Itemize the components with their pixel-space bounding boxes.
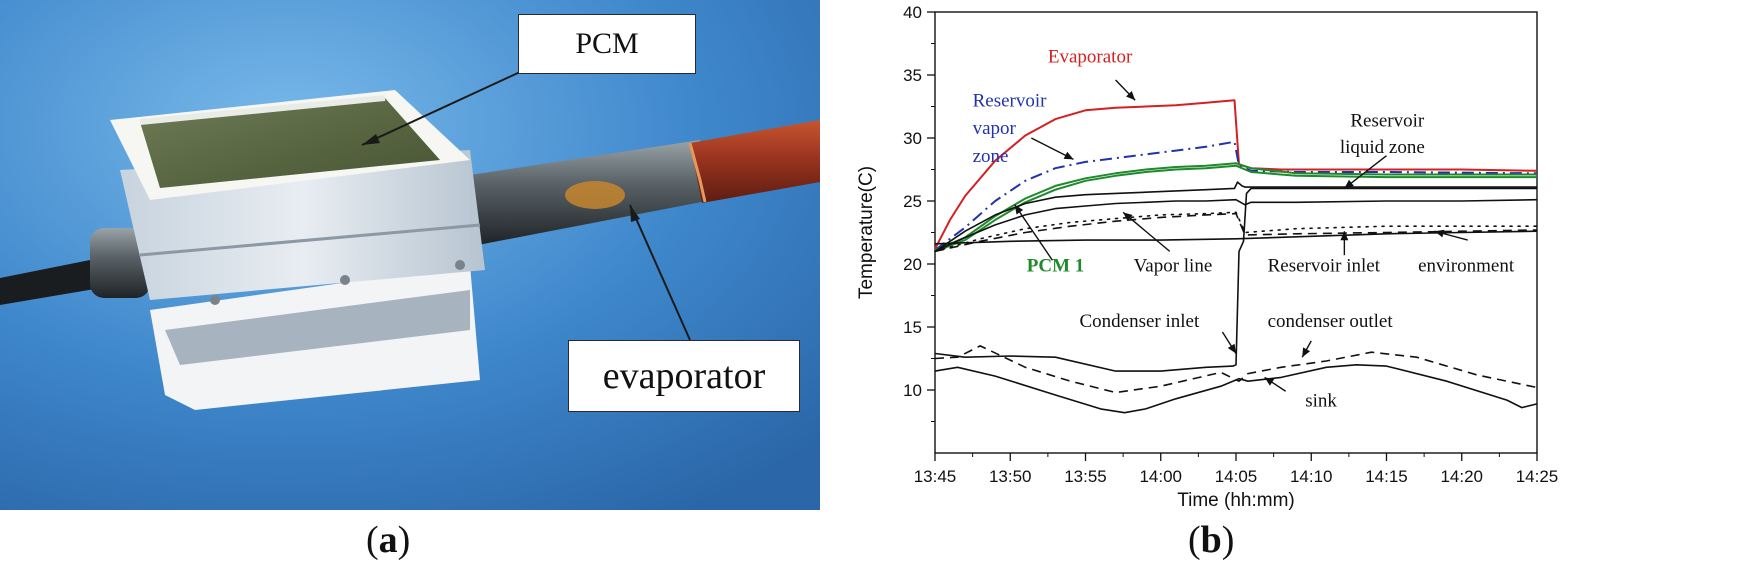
x-axis-title: Time (hh:mm) — [1177, 490, 1295, 510]
annotation-evaporator: Evaporator — [1048, 46, 1133, 67]
y-tick-label: 10 — [903, 381, 922, 400]
series-line — [934, 187, 1537, 372]
y-axis-title: Temperature(C) — [856, 166, 877, 299]
annotation-arrowhead — [1123, 212, 1133, 222]
evaporator-callout-arrow — [629, 204, 691, 341]
annotation-vapor-line: Vapor line — [1134, 256, 1213, 277]
annotation-res-vapor-1: Reservoir — [973, 91, 1048, 112]
series-line — [934, 99, 1538, 250]
x-tick-label: 14:25 — [1516, 467, 1559, 486]
annotation-arrowhead — [1434, 229, 1445, 238]
annotation-res-liquid-1: Reservoir — [1350, 111, 1425, 132]
annotation-arrow — [1014, 204, 1053, 261]
x-tick-label: 13:45 — [914, 467, 957, 486]
x-tick-label: 14:20 — [1440, 467, 1483, 486]
pcm-callout-arrow — [361, 71, 521, 146]
series-line — [934, 345, 1538, 394]
pcm-surface — [140, 98, 440, 188]
annotation-arrowhead — [1344, 179, 1354, 189]
annotation-arrowhead — [1014, 204, 1024, 215]
annotation-sink: sink — [1305, 390, 1337, 411]
x-tick-label: 14:00 — [1139, 467, 1182, 486]
annotation-arrowhead — [1227, 343, 1236, 354]
left-fitting — [90, 228, 150, 298]
copper-tube — [690, 120, 820, 203]
series-line — [934, 164, 1537, 253]
x-tick-label: 13:55 — [1064, 467, 1107, 486]
pcm-callout-label: PCM — [518, 14, 696, 74]
chart-annotations-group: Evaporator Reservoir vapor zone Reservoir liq… — [973, 46, 1515, 411]
x-tick-label: 14:10 — [1290, 467, 1333, 486]
chart-series-group — [934, 99, 1538, 414]
series-line — [934, 363, 1538, 414]
series-line — [934, 230, 1538, 245]
chart-axes: 13:45 13:50 13:55 14:00 14:05 14:10 14:15 14:20… — [903, 3, 1558, 486]
annotation-condenser-outlet: condenser outlet — [1268, 311, 1394, 332]
y-tick-label: 25 — [903, 192, 922, 211]
annotation-res-liquid-2: liquid zone — [1340, 137, 1425, 158]
series-line — [934, 211, 1538, 253]
annotation-arrowhead — [1063, 151, 1074, 160]
annotation-res-vapor-2: vapor — [973, 118, 1017, 139]
annotation-environment: environment — [1418, 256, 1515, 277]
series-line — [934, 212, 1538, 253]
annotation-arrow — [1122, 211, 1171, 252]
y-tick-label: 30 — [903, 129, 922, 148]
evaporator-photo — [0, 0, 820, 510]
y-tick-label: 20 — [903, 255, 922, 274]
x-tick-label: 13:50 — [989, 467, 1032, 486]
annotation-arrowhead — [1302, 347, 1311, 358]
chart-arrows-group — [1014, 79, 1468, 392]
photo-panel: PCM evaporator — [0, 0, 820, 510]
annotation-reservoir-inlet: Reservoir inlet — [1268, 256, 1381, 277]
annotation-res-vapor-3: zone — [973, 146, 1009, 167]
evaporator-callout-label: evaporator — [568, 340, 800, 412]
series-line — [934, 181, 1537, 253]
panel-label-b: (b) — [1188, 519, 1235, 561]
panel-label-a: (a) — [366, 519, 411, 561]
annotation-pcm1: PCM 1 — [1027, 256, 1085, 277]
series-line — [934, 162, 1537, 252]
temperature-chart: 13:45 13:50 13:55 14:00 14:05 14:10 14:15 14:20… — [856, 3, 1558, 510]
y-tick-label: 40 — [903, 3, 922, 22]
x-tick-label: 14:05 — [1215, 467, 1258, 486]
y-tick-label: 15 — [903, 318, 922, 337]
y-tick-label: 35 — [903, 66, 922, 85]
annotation-arrowhead — [1264, 377, 1275, 386]
annotation-arrowhead — [1126, 90, 1136, 101]
x-tick-label: 14:15 — [1365, 467, 1408, 486]
annotation-arrowhead — [1340, 231, 1349, 241]
annotation-condenser-inlet: Condenser inlet — [1079, 311, 1200, 332]
series-line — [934, 198, 1538, 253]
